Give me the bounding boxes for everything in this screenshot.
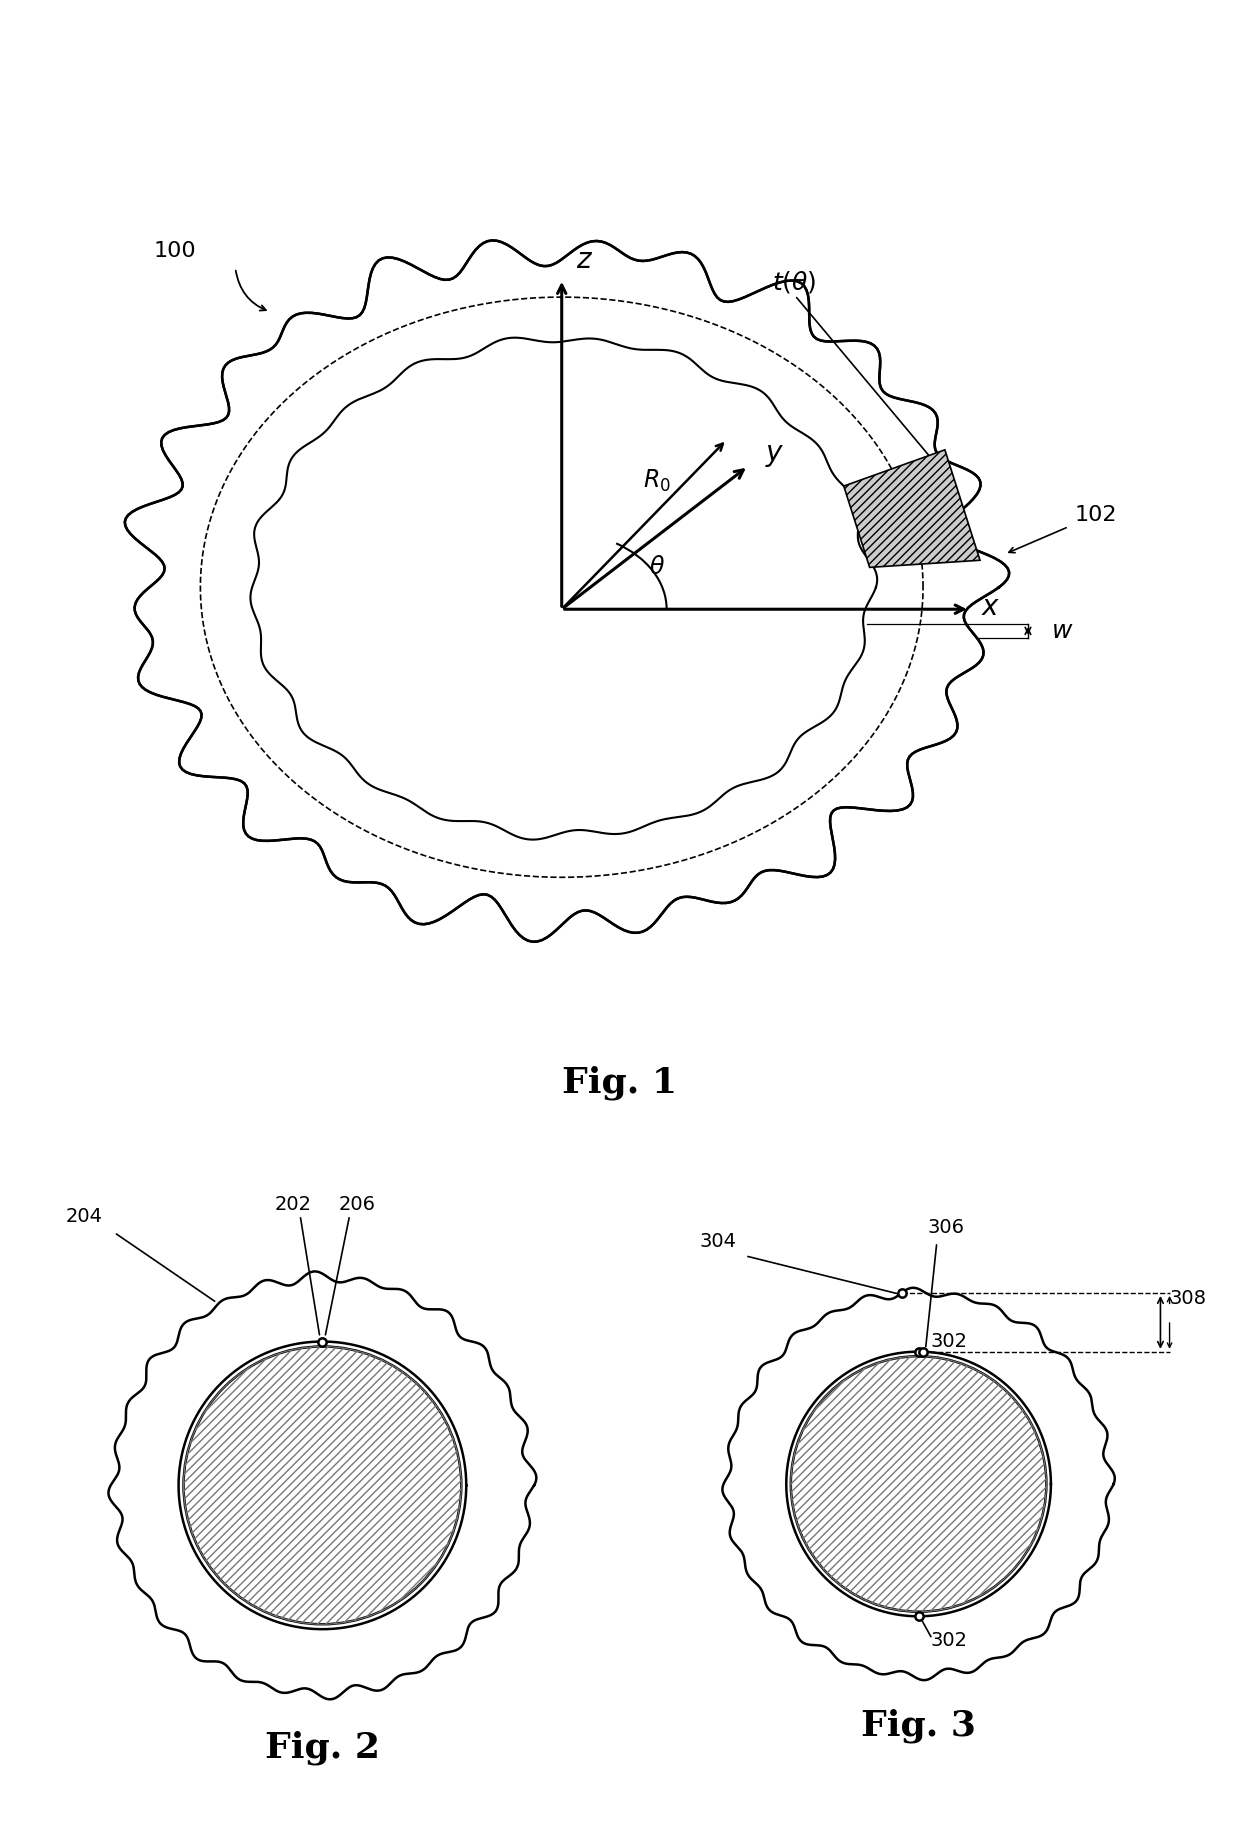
Polygon shape [108, 1272, 537, 1699]
Text: 306: 306 [928, 1218, 965, 1237]
Text: $R_0$: $R_0$ [644, 468, 671, 494]
Polygon shape [843, 450, 980, 567]
Polygon shape [723, 1288, 1115, 1681]
Text: y: y [766, 439, 782, 466]
Text: 304: 304 [699, 1231, 737, 1251]
Text: 204: 204 [66, 1207, 103, 1226]
Text: 202: 202 [274, 1195, 311, 1215]
Text: 308: 308 [1169, 1290, 1207, 1308]
Text: 100: 100 [154, 240, 196, 261]
Text: 102: 102 [1075, 505, 1117, 525]
Circle shape [791, 1356, 1047, 1611]
Text: Fig. 1: Fig. 1 [563, 1066, 677, 1099]
Text: z: z [575, 246, 590, 273]
Text: $w$: $w$ [1052, 618, 1074, 642]
Text: Fig. 2: Fig. 2 [265, 1730, 379, 1765]
Text: 206: 206 [339, 1195, 376, 1215]
Text: $\theta$: $\theta$ [650, 554, 665, 580]
Circle shape [184, 1347, 461, 1624]
Text: 302: 302 [930, 1332, 967, 1351]
Text: x: x [981, 593, 998, 620]
Polygon shape [125, 240, 1009, 941]
Text: 302: 302 [930, 1631, 967, 1650]
Text: $t(\theta)$: $t(\theta)$ [771, 270, 816, 295]
Text: Fig. 3: Fig. 3 [861, 1708, 976, 1743]
